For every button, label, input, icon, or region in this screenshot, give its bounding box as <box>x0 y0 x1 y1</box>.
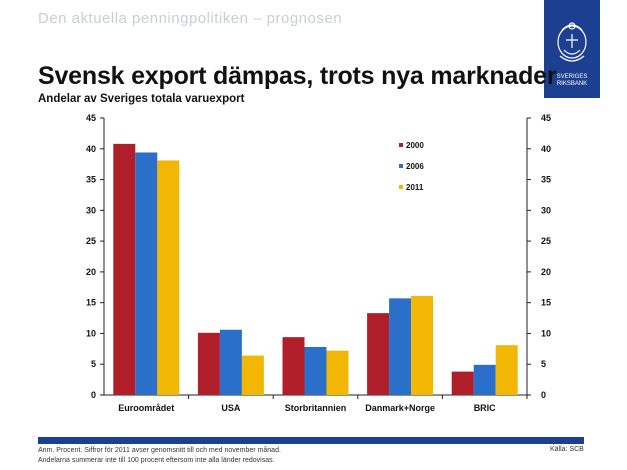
bar <box>135 152 158 395</box>
bar <box>241 355 264 395</box>
riksbank-logo: SVERIGES RIKSBANK <box>544 0 600 98</box>
bar <box>304 346 327 395</box>
y-tick-label-right: 15 <box>541 298 551 308</box>
y-tick-label-right: 25 <box>541 236 551 246</box>
bar <box>495 345 518 395</box>
bar <box>411 295 434 395</box>
y-tick-label-left: 40 <box>86 144 96 154</box>
legend-swatch <box>399 185 403 189</box>
y-tick-label-right: 30 <box>541 205 551 215</box>
footer-bar <box>38 437 584 444</box>
y-tick-label-left: 5 <box>91 359 96 369</box>
chart-title: Svensk export dämpas, trots nya marknade… <box>38 62 557 90</box>
legend-swatch <box>399 143 403 147</box>
bar <box>197 332 220 395</box>
y-tick-label-left: 35 <box>86 175 96 185</box>
y-tick-label-right: 20 <box>541 267 551 277</box>
footer-note-line-1: Anm. Procent. Siffror för 2011 avser gen… <box>38 447 281 454</box>
svg-text:SVERIGES: SVERIGES <box>557 74 588 80</box>
legend-label: 2000 <box>406 141 424 150</box>
x-tick-label: Storbritannien <box>285 403 347 413</box>
x-tick-label: Euroområdet <box>118 403 174 413</box>
y-tick-label-left: 25 <box>86 236 96 246</box>
x-tick-label: Danmark+Norge <box>365 403 435 413</box>
y-tick-label-right: 10 <box>541 328 551 338</box>
y-tick-label-right: 0 <box>541 390 546 400</box>
x-tick-label: USA <box>221 403 241 413</box>
svg-text:RIKSBANK: RIKSBANK <box>557 81 587 87</box>
bar <box>113 143 136 395</box>
bar <box>157 160 180 395</box>
slide-header: Den aktuella penningpolitiken – prognose… <box>38 10 343 27</box>
y-tick-label-left: 15 <box>86 298 96 308</box>
source-label: Källa: SCB <box>550 446 584 453</box>
bar <box>473 364 496 395</box>
chart-subtitle: Andelar av Sveriges totala varuexport <box>38 93 245 105</box>
y-tick-label-right: 5 <box>541 359 546 369</box>
bar <box>389 298 412 395</box>
footer-note-line-2: Andelarna summerar inte till 100 procent… <box>38 457 275 464</box>
y-tick-label-left: 0 <box>91 390 96 400</box>
riksbank-seal-icon: SVERIGES RIKSBANK <box>557 22 588 87</box>
bar <box>326 350 349 395</box>
bar <box>282 337 305 395</box>
bar <box>367 313 390 395</box>
y-tick-label-right: 40 <box>541 144 551 154</box>
legend-label: 2011 <box>406 183 424 192</box>
y-tick-label-left: 45 <box>86 113 96 123</box>
y-tick-label-right: 45 <box>541 113 551 123</box>
bar <box>219 329 242 395</box>
legend-label: 2006 <box>406 162 424 171</box>
y-tick-label-left: 10 <box>86 328 96 338</box>
footer-note: Anm. Procent. Siffror för 2011 avser gen… <box>38 446 468 466</box>
x-tick-label: BRIC <box>474 403 496 413</box>
y-tick-label-left: 20 <box>86 267 96 277</box>
y-tick-label-right: 35 <box>541 175 551 185</box>
legend-swatch <box>399 164 403 168</box>
y-tick-label-left: 30 <box>86 205 96 215</box>
bar <box>451 371 474 395</box>
